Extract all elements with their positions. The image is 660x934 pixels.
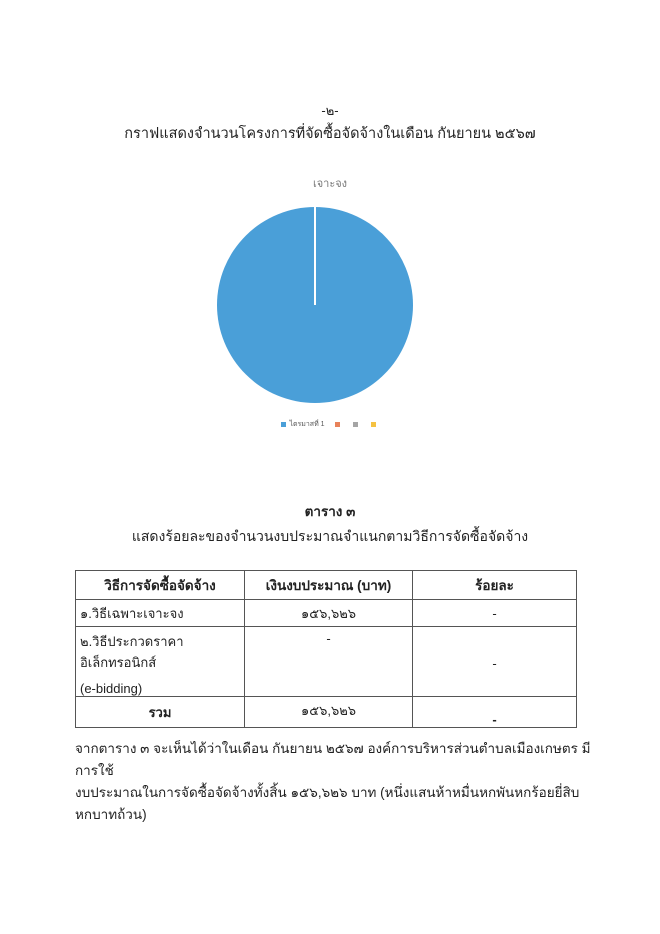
header-budget: เงินงบประมาณ (บาท) <box>244 570 413 600</box>
document-title: กราฟแสดงจำนวนโครงการที่จัดซื้อจัดจ้างในเ… <box>124 126 536 142</box>
table-row: ๒.วิธีประกวดราคาอิเล็กทรอนิกส์ (e-bidding… <box>75 626 577 697</box>
page-number: -๒- <box>321 103 339 118</box>
chart-title: เจาะจง <box>312 178 348 190</box>
method-line2: (e-bidding) <box>80 681 143 696</box>
paragraph-line: งบประมาณในการจัดซื้อจัดจ้างทั้งสิ้น ๑๕๖,… <box>75 785 580 822</box>
legend-item: ไตรมาสที่ 1 <box>281 419 325 430</box>
cell-total-budget: ๑๕๖,๖๒๖ <box>244 696 413 728</box>
cell-total-percent: - <box>412 696 577 728</box>
legend-swatch <box>281 421 287 427</box>
legend-item <box>370 421 379 428</box>
cell-method: ๑.วิธีเฉพาะเจาะจง <box>75 599 245 627</box>
header-method: วิธีการจัดซื้อจัดจ้าง <box>75 570 245 600</box>
method-line1: ๒.วิธีประกวดราคาอิเล็กทรอนิกส์ <box>80 634 184 670</box>
header-percent: ร้อยละ <box>412 570 577 600</box>
legend-swatch <box>352 421 358 427</box>
table-row: ๑.วิธีเฉพาะเจาะจง ๑๕๖,๖๒๖ - <box>75 599 577 627</box>
pie-chart <box>217 207 413 403</box>
legend-swatch <box>370 421 376 427</box>
cell-budget: ๑๕๖,๖๒๖ <box>244 599 413 627</box>
cell-method: ๒.วิธีประกวดราคาอิเล็กทรอนิกส์ (e-bidding… <box>75 626 245 697</box>
cell-budget: - <box>244 626 413 697</box>
cell-percent: - <box>412 626 577 697</box>
cell-total-label: รวม <box>75 696 245 728</box>
legend-item <box>352 421 361 428</box>
legend-label: ไตรมาสที่ 1 <box>289 421 325 428</box>
budget-table: วิธีการจัดซื้อจัดจ้าง เงินงบประมาณ (บาท)… <box>75 570 577 728</box>
legend-item <box>334 421 343 428</box>
summary-paragraph: จากตาราง ๓ จะเห็นได้ว่าในเดือน กันยายน ๒… <box>75 738 595 826</box>
cell-percent: - <box>412 599 577 627</box>
table-header-row: วิธีการจัดซื้อจัดจ้าง เงินงบประมาณ (บาท)… <box>75 570 577 600</box>
chart-legend: ไตรมาสที่ 1 <box>0 419 660 430</box>
table-caption: ตาราง ๓ <box>304 504 356 519</box>
paragraph-line: จากตาราง ๓ จะเห็นได้ว่าในเดือน กันยายน ๒… <box>75 741 591 778</box>
table-total-row: รวม ๑๕๖,๖๒๖ - <box>75 696 577 728</box>
table-subtitle: แสดงร้อยละของจำนวนงบประมาณจำแนกตามวิธีกา… <box>131 528 529 544</box>
legend-swatch <box>334 421 340 427</box>
